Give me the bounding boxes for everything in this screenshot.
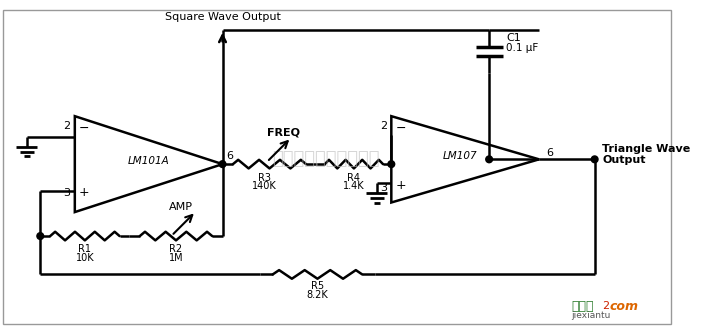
- Text: com: com: [609, 300, 638, 313]
- Circle shape: [219, 161, 226, 167]
- Text: 1.4K: 1.4K: [343, 181, 365, 191]
- Text: 2: 2: [602, 301, 610, 311]
- Text: Triangle Wave
Output: Triangle Wave Output: [602, 144, 690, 165]
- Text: −: −: [79, 122, 90, 135]
- Text: LM107: LM107: [443, 151, 477, 161]
- Text: 8.2K: 8.2K: [307, 290, 328, 300]
- Text: AMP: AMP: [169, 202, 193, 212]
- Text: R5: R5: [311, 281, 324, 291]
- Text: 0.1 μF: 0.1 μF: [506, 43, 538, 53]
- Circle shape: [37, 233, 44, 239]
- Circle shape: [591, 156, 598, 163]
- Text: 3: 3: [64, 188, 70, 198]
- Text: 接线图: 接线图: [572, 300, 594, 313]
- Text: 3: 3: [380, 183, 387, 193]
- Text: −: −: [396, 122, 406, 135]
- Text: FREQ: FREQ: [267, 127, 300, 137]
- Text: +: +: [79, 186, 90, 199]
- Text: C1: C1: [506, 32, 521, 42]
- Text: +: +: [396, 179, 406, 192]
- Text: 2: 2: [63, 121, 71, 131]
- Text: 6: 6: [546, 148, 553, 158]
- Text: 1M: 1M: [169, 253, 183, 263]
- Text: 杭州将盈科技有限公司: 杭州将盈科技有限公司: [272, 150, 380, 168]
- Text: LM101A: LM101A: [128, 156, 169, 166]
- Circle shape: [388, 161, 394, 167]
- Text: jiexiantu: jiexiantu: [572, 311, 611, 320]
- Text: Square Wave Output: Square Wave Output: [165, 12, 280, 22]
- Text: 2: 2: [380, 121, 387, 131]
- Text: R1: R1: [78, 244, 91, 255]
- Text: 140K: 140K: [252, 181, 277, 191]
- Text: R4: R4: [347, 173, 361, 183]
- Text: R2: R2: [169, 244, 183, 255]
- Text: R3: R3: [258, 173, 271, 183]
- Circle shape: [486, 156, 493, 163]
- Text: 10K: 10K: [75, 253, 94, 263]
- Text: 6: 6: [226, 151, 233, 161]
